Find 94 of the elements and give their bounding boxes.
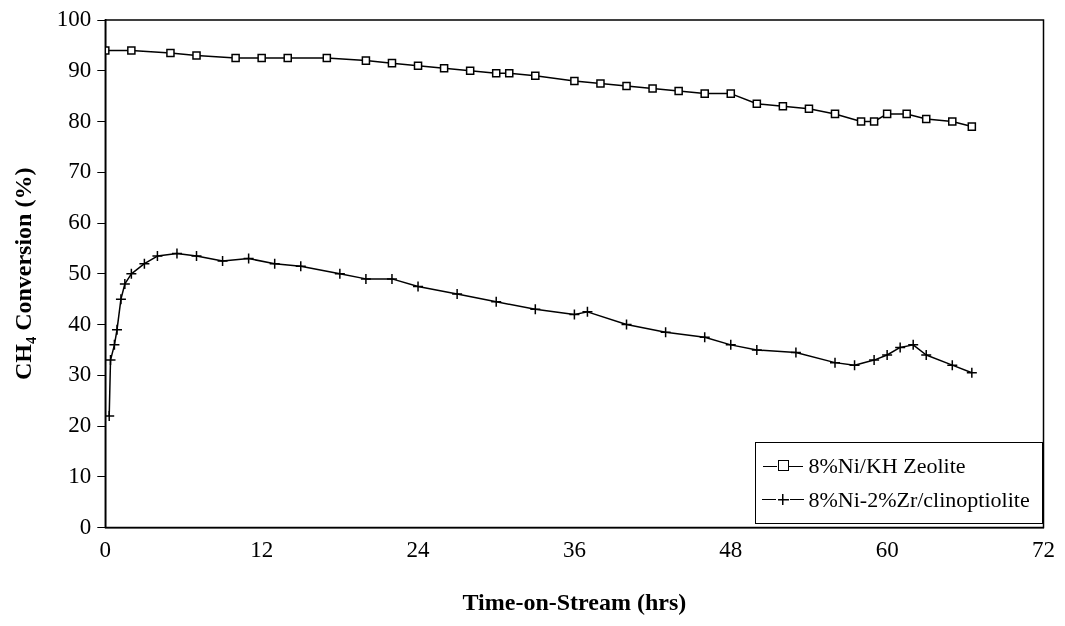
y-tick-label: 0 bbox=[79, 513, 92, 539]
y-tick-label: 100 bbox=[56, 6, 92, 32]
point bbox=[790, 346, 802, 359]
point bbox=[361, 56, 371, 65]
point bbox=[105, 410, 115, 422]
point bbox=[387, 58, 397, 68]
legend-label: 8%Ni-2%Zr/clinoptiolite bbox=[808, 485, 1030, 514]
y-axis-title: CH₄ Conversion (%) bbox=[9, 167, 36, 381]
point bbox=[804, 104, 814, 114]
point bbox=[568, 308, 581, 321]
point bbox=[322, 53, 332, 63]
point bbox=[778, 102, 788, 111]
point bbox=[138, 257, 151, 270]
y-tick-label: 60 bbox=[68, 209, 92, 235]
point bbox=[413, 61, 423, 70]
point bbox=[868, 354, 880, 366]
point bbox=[751, 344, 763, 356]
point bbox=[242, 252, 255, 265]
point bbox=[881, 349, 893, 361]
point bbox=[105, 354, 117, 366]
point bbox=[659, 326, 672, 338]
point bbox=[907, 339, 919, 351]
point bbox=[570, 76, 579, 86]
legend-label: 8%Ni/KH Zeolite bbox=[808, 451, 966, 480]
point bbox=[151, 250, 164, 262]
x-tick-label: 0 bbox=[99, 537, 112, 563]
y-tick-label: 30 bbox=[68, 361, 92, 387]
x-axis-title: Time-on-Stream (hrs) bbox=[462, 588, 687, 615]
point bbox=[216, 255, 229, 267]
point bbox=[620, 318, 633, 331]
point bbox=[581, 306, 594, 318]
point bbox=[491, 69, 501, 78]
point bbox=[108, 339, 121, 351]
y-tick-label: 80 bbox=[68, 107, 92, 133]
point bbox=[171, 247, 183, 260]
point bbox=[231, 53, 240, 63]
x-tick-label: 24 bbox=[406, 537, 431, 563]
point bbox=[531, 71, 540, 81]
point bbox=[439, 63, 449, 73]
point bbox=[412, 280, 424, 293]
point bbox=[490, 295, 502, 308]
point bbox=[451, 288, 463, 300]
point bbox=[465, 66, 475, 76]
point bbox=[166, 48, 175, 58]
y-tick-label: 50 bbox=[68, 259, 92, 285]
point bbox=[752, 99, 762, 109]
point bbox=[674, 86, 683, 96]
point bbox=[295, 260, 307, 272]
point bbox=[967, 122, 977, 131]
point bbox=[700, 89, 709, 98]
y-tick-label: 10 bbox=[68, 462, 92, 488]
point bbox=[190, 250, 203, 262]
y-tick-label: 70 bbox=[68, 158, 92, 184]
point bbox=[856, 117, 866, 126]
point bbox=[360, 273, 372, 285]
point bbox=[127, 46, 136, 55]
y-tick-label: 90 bbox=[68, 56, 92, 82]
point bbox=[882, 109, 892, 119]
point bbox=[894, 341, 906, 354]
point bbox=[192, 51, 201, 60]
point bbox=[334, 268, 346, 280]
point bbox=[111, 323, 123, 336]
point bbox=[115, 293, 127, 305]
point bbox=[119, 278, 131, 290]
point bbox=[622, 81, 631, 91]
point bbox=[848, 359, 861, 371]
point bbox=[726, 89, 736, 98]
point bbox=[648, 84, 657, 93]
point bbox=[268, 257, 281, 270]
point bbox=[921, 114, 931, 124]
x-tick-label: 36 bbox=[562, 537, 586, 563]
point bbox=[283, 53, 293, 63]
point bbox=[946, 359, 959, 371]
point bbox=[504, 69, 514, 78]
x-tick-label: 72 bbox=[1032, 537, 1055, 563]
x-tick-label: 60 bbox=[875, 537, 899, 563]
point bbox=[125, 268, 138, 280]
point bbox=[725, 339, 737, 351]
point bbox=[529, 303, 542, 316]
point bbox=[596, 79, 605, 88]
point bbox=[829, 356, 841, 369]
point bbox=[830, 109, 840, 119]
point bbox=[966, 367, 978, 379]
point bbox=[902, 109, 911, 119]
point bbox=[257, 53, 266, 63]
point bbox=[386, 273, 398, 285]
y-tick-label: 20 bbox=[68, 412, 92, 438]
point bbox=[698, 331, 711, 343]
x-tick-label: 48 bbox=[719, 537, 743, 563]
x-tick-label: 12 bbox=[250, 537, 274, 563]
y-tick-label: 40 bbox=[68, 310, 92, 336]
point bbox=[948, 117, 957, 126]
point bbox=[920, 349, 932, 361]
point bbox=[869, 117, 879, 126]
